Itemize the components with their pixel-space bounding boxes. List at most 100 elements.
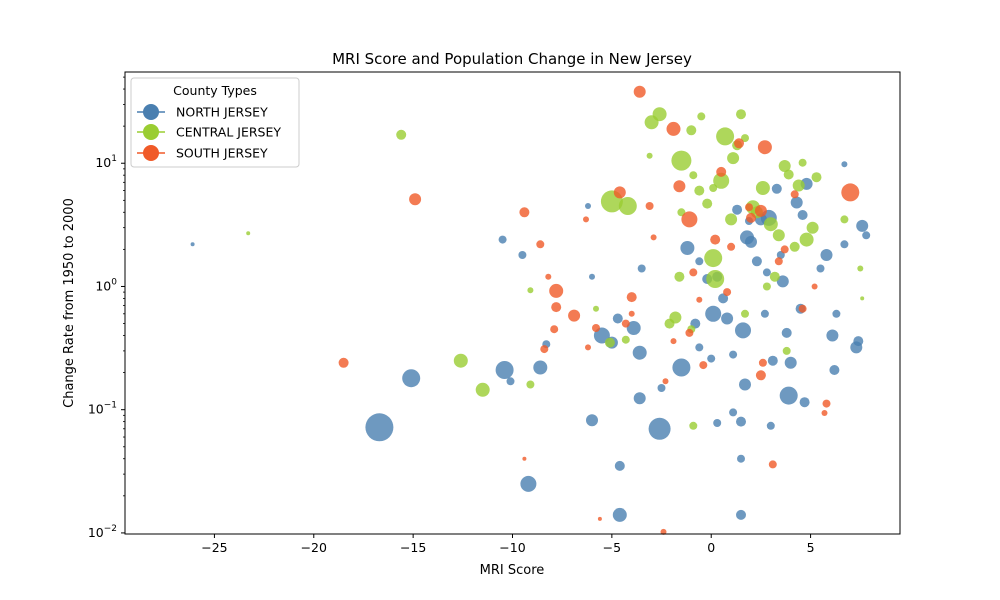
point-south-jersey — [666, 121, 681, 136]
point-central-jersey — [671, 150, 692, 171]
point-north-jersey — [816, 264, 825, 273]
point-north-jersey — [766, 421, 775, 430]
point-north-jersey — [767, 355, 778, 366]
point-south-jersey — [811, 283, 818, 290]
point-central-jersey — [621, 335, 630, 344]
point-central-jersey — [396, 129, 407, 140]
point-central-jersey — [755, 181, 770, 195]
point-north-jersey — [518, 251, 527, 259]
x-tick-label: 0 — [707, 540, 715, 555]
point-south-jersey — [755, 370, 766, 381]
point-central-jersey — [669, 311, 682, 324]
point-central-jersey — [713, 172, 730, 189]
point-south-jersey — [592, 324, 600, 332]
x-tick-label: −5 — [603, 540, 621, 555]
point-south-jersey — [613, 186, 626, 199]
point-central-jersey — [704, 249, 723, 268]
point-central-jersey — [840, 215, 849, 224]
point-south-jersey — [768, 460, 777, 469]
point-north-jersey — [498, 235, 507, 244]
point-south-jersey — [585, 344, 591, 351]
point-south-jersey — [551, 302, 562, 313]
legend-entry-north-jersey: NORTH JERSEY — [137, 104, 268, 120]
point-north-jersey — [781, 327, 792, 338]
point-south-jersey — [821, 410, 828, 416]
point-south-jersey — [723, 288, 732, 297]
point-central-jersey — [741, 134, 749, 143]
point-central-jersey — [604, 337, 615, 348]
point-central-jersey — [527, 287, 534, 294]
point-central-jersey — [741, 309, 749, 318]
legend: County Types NORTH JERSEY CENTRAL JERSEY… — [130, 77, 300, 168]
y-tick-base: 10 — [95, 278, 111, 293]
point-north-jersey — [729, 350, 738, 359]
point-north-jersey — [695, 343, 704, 352]
data-points — [190, 85, 871, 535]
point-north-jersey — [841, 161, 848, 168]
point-south-jersey — [650, 234, 657, 241]
point-central-jersey — [689, 421, 698, 430]
point-north-jersey — [614, 460, 625, 471]
point-central-jersey — [697, 112, 706, 121]
point-north-jersey — [533, 360, 548, 375]
point-central-jersey — [652, 107, 667, 122]
point-south-jersey — [696, 296, 703, 303]
point-central-jersey — [694, 185, 705, 196]
point-north-jersey — [797, 210, 808, 220]
point-central-jersey — [593, 305, 599, 312]
point-north-jersey — [589, 273, 595, 280]
x-tick-label: −20 — [301, 540, 327, 555]
point-north-jersey — [760, 309, 769, 318]
point-south-jersey — [568, 309, 581, 322]
point-south-jersey — [716, 166, 727, 177]
point-south-jersey — [519, 207, 530, 218]
point-north-jersey — [799, 397, 810, 408]
y-axis-label: Change Rate from 1950 to 2000 — [62, 198, 77, 408]
point-central-jersey — [725, 213, 738, 226]
point-north-jersey — [832, 309, 841, 318]
y-tick-base: 10 — [88, 525, 104, 540]
point-north-jersey — [612, 313, 623, 324]
point-north-jersey — [856, 219, 869, 232]
point-central-jersey — [709, 184, 718, 192]
point-north-jersey — [672, 358, 691, 377]
point-north-jersey — [820, 249, 833, 261]
legend-marker-central-jersey — [143, 124, 159, 140]
point-north-jersey — [779, 386, 798, 405]
point-central-jersey — [686, 125, 697, 136]
point-south-jersey — [522, 456, 527, 461]
point-north-jersey — [648, 417, 671, 440]
point-south-jersey — [673, 180, 686, 193]
point-north-jersey — [776, 275, 789, 288]
x-tick-label: −15 — [400, 540, 426, 555]
point-south-jersey — [685, 328, 694, 337]
point-south-jersey — [689, 268, 698, 277]
point-north-jersey — [695, 257, 704, 266]
point-central-jersey — [783, 169, 794, 180]
point-central-jersey — [799, 232, 814, 247]
point-north-jersey — [365, 413, 394, 442]
point-central-jersey — [769, 271, 780, 282]
point-north-jersey — [520, 475, 537, 492]
point-north-jersey — [862, 231, 871, 240]
y-tick-label: 10−2 — [88, 524, 117, 540]
point-north-jersey — [739, 378, 751, 391]
point-south-jersey — [798, 304, 807, 313]
point-south-jersey — [790, 190, 799, 199]
point-central-jersey — [763, 217, 778, 232]
point-south-jersey — [540, 345, 549, 354]
y-tick-base: 10 — [88, 402, 104, 417]
point-south-jersey — [645, 202, 654, 210]
y-tick-label: 100 — [95, 277, 117, 293]
point-north-jersey — [736, 416, 746, 427]
point-south-jersey — [670, 338, 677, 345]
point-north-jersey — [826, 329, 839, 342]
chart-title: MRI Score and Population Change in New J… — [332, 50, 692, 68]
point-north-jersey — [705, 305, 722, 322]
point-south-jersey — [536, 240, 545, 249]
point-south-jersey — [628, 310, 635, 317]
point-central-jersey — [778, 160, 791, 172]
point-south-jersey — [780, 245, 789, 254]
point-north-jersey — [632, 345, 647, 360]
